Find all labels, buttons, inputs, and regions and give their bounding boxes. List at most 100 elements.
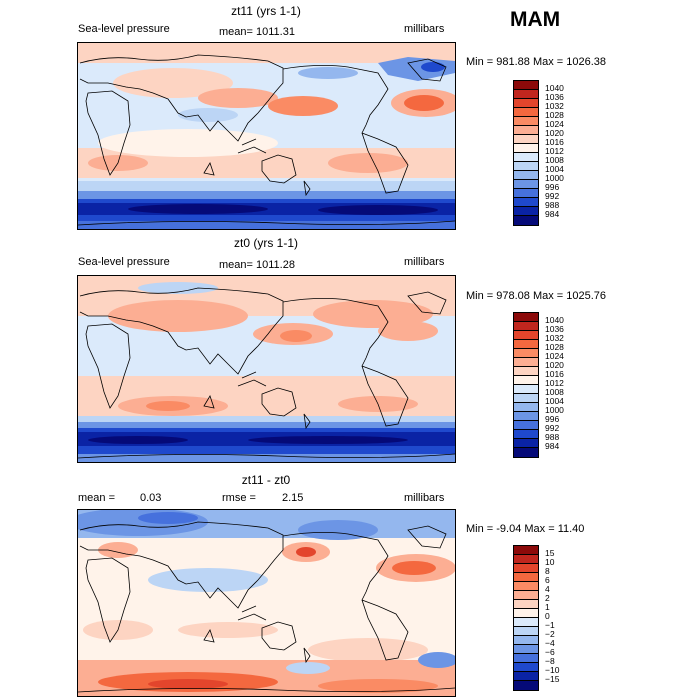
- colorbar-cell: [514, 654, 538, 663]
- colorbar-tick-label: 1012: [545, 146, 564, 156]
- colorbar-cell: [514, 403, 538, 412]
- panel3-rmse-value: 2.15: [282, 492, 304, 504]
- colorbar-tick-label: 1040: [545, 83, 564, 93]
- colorbar-tick-label: 992: [545, 423, 560, 433]
- colorbar-tick-label: 1000: [545, 173, 564, 183]
- colorbar-tick-label: 1012: [545, 378, 564, 388]
- colorbar-tick-label: 1020: [545, 128, 564, 138]
- colorbar-tick-label: 984: [545, 441, 560, 451]
- colorbar-cell: [514, 573, 538, 582]
- colorbar-tick-label: 8: [545, 566, 550, 576]
- colorbar-cell: [514, 600, 538, 609]
- panel1-colorbar: [513, 80, 539, 226]
- colorbar-tick-label: −4: [545, 638, 555, 648]
- colorbar-cell: [514, 681, 538, 690]
- colorbar-cell: [514, 627, 538, 636]
- colorbar-cell: [514, 385, 538, 394]
- colorbar-cell: [514, 564, 538, 573]
- colorbar-tick-label: 1024: [545, 119, 564, 129]
- colorbar-cell: [514, 358, 538, 367]
- colorbar-cell: [514, 216, 538, 225]
- colorbar-tick-label: −15: [545, 674, 560, 684]
- colorbar-tick-label: 6: [545, 575, 550, 585]
- colorbar-cell: [514, 340, 538, 349]
- season-label: MAM: [510, 8, 561, 31]
- p1-np-high-core: [268, 96, 338, 116]
- colorbar-tick-label: 1000: [545, 405, 564, 415]
- colorbar-cell: [514, 198, 538, 207]
- colorbar-cell: [514, 99, 538, 108]
- colorbar-cell: [514, 126, 538, 135]
- panel2-min-max: Min = 978.08 Max = 1025.76: [466, 290, 607, 302]
- colorbar-tick-label: 988: [545, 432, 560, 442]
- colorbar-cell: [514, 207, 538, 216]
- colorbar-cell: [514, 331, 538, 340]
- colorbar-cell: [514, 609, 538, 618]
- colorbar-cell: [514, 394, 538, 403]
- colorbar-cell: [514, 546, 538, 555]
- colorbar-cell: [514, 180, 538, 189]
- colorbar-cell: [514, 448, 538, 457]
- colorbar-tick-label: 996: [545, 414, 560, 424]
- colorbar-tick-label: 1028: [545, 110, 564, 120]
- colorbar-cell: [514, 189, 538, 198]
- panel2-colorbar-labels: 1040 1036 1032 1028 1024 1020 1016 1012 1008 1004…: [545, 316, 564, 451]
- colorbar-cell: [514, 582, 538, 591]
- colorbar-cell: [514, 144, 538, 153]
- colorbar-cell: [514, 421, 538, 430]
- colorbar-tick-label: 1020: [545, 360, 564, 370]
- p1-coastlines: [78, 54, 455, 226]
- colorbar-cell: [514, 81, 538, 90]
- colorbar-cell: [514, 322, 538, 331]
- colorbar-tick-label: 1016: [545, 137, 564, 147]
- colorbar-cell: [514, 672, 538, 681]
- colorbar-tick-label: 1008: [545, 155, 564, 165]
- colorbar-cell: [514, 153, 538, 162]
- colorbar-tick-label: 1032: [545, 333, 564, 343]
- panel1-variable-label: Sea-level pressure: [78, 23, 170, 35]
- p1-indian-ridge: [98, 129, 278, 157]
- panel2-units-label: millibars: [404, 256, 445, 268]
- panel1-map: [77, 42, 456, 230]
- panel3-mean-value: 0.03: [140, 492, 162, 504]
- p2-coastlines: [78, 287, 455, 459]
- colorbar-tick-label: 1024: [545, 351, 564, 361]
- colorbar-cell: [514, 171, 538, 180]
- colorbar-tick-label: 4: [545, 584, 550, 594]
- p3-coastlines: [78, 521, 455, 693]
- colorbar-tick-label: 1028: [545, 342, 564, 352]
- colorbar-cell: [514, 117, 538, 126]
- colorbar-cell: [514, 135, 538, 144]
- colorbar-tick-label: 1036: [545, 92, 564, 102]
- p1-siberian-high: [113, 68, 233, 98]
- colorbar-tick-label: 1008: [545, 387, 564, 397]
- panel2-colorbar: [513, 312, 539, 458]
- panel1-title: zt11 (yrs 1-1): [231, 4, 301, 18]
- colorbar-tick-label: 1: [545, 602, 550, 612]
- colorbar-cell: [514, 376, 538, 385]
- colorbar-tick-label: −10: [545, 665, 560, 675]
- colorbar-tick-label: 1032: [545, 101, 564, 111]
- colorbar-cell: [514, 162, 538, 171]
- panel3-rmse-label: rmse =: [222, 492, 256, 504]
- colorbar-tick-label: 1040: [545, 315, 564, 325]
- panel1-mean-label: mean= 1011.31: [219, 26, 295, 38]
- colorbar-cell: [514, 645, 538, 654]
- panel1-min-max: Min = 981.88 Max = 1026.38: [466, 56, 607, 68]
- colorbar-tick-label: 1016: [545, 369, 564, 379]
- panel3-colorbar-labels: 15 10 8 6 4 2 1 0 −1 −2 −4 −6 −8 −10 −15: [545, 549, 559, 684]
- colorbar-tick-label: 988: [545, 200, 560, 210]
- colorbar-cell: [514, 555, 538, 564]
- p1-azores-core: [404, 95, 444, 111]
- panel3-mean-label: mean =: [78, 492, 115, 504]
- colorbar-tick-label: −6: [545, 647, 555, 657]
- colorbar-tick-label: 996: [545, 182, 560, 192]
- colorbar-cell: [514, 430, 538, 439]
- colorbar-cell: [514, 412, 538, 421]
- p1-arctic-band: [78, 43, 455, 63]
- colorbar-cell: [514, 663, 538, 672]
- colorbar-cell: [514, 90, 538, 99]
- colorbar-tick-label: 1004: [545, 164, 564, 174]
- colorbar-tick-label: 15: [545, 548, 555, 558]
- colorbar-cell: [514, 618, 538, 627]
